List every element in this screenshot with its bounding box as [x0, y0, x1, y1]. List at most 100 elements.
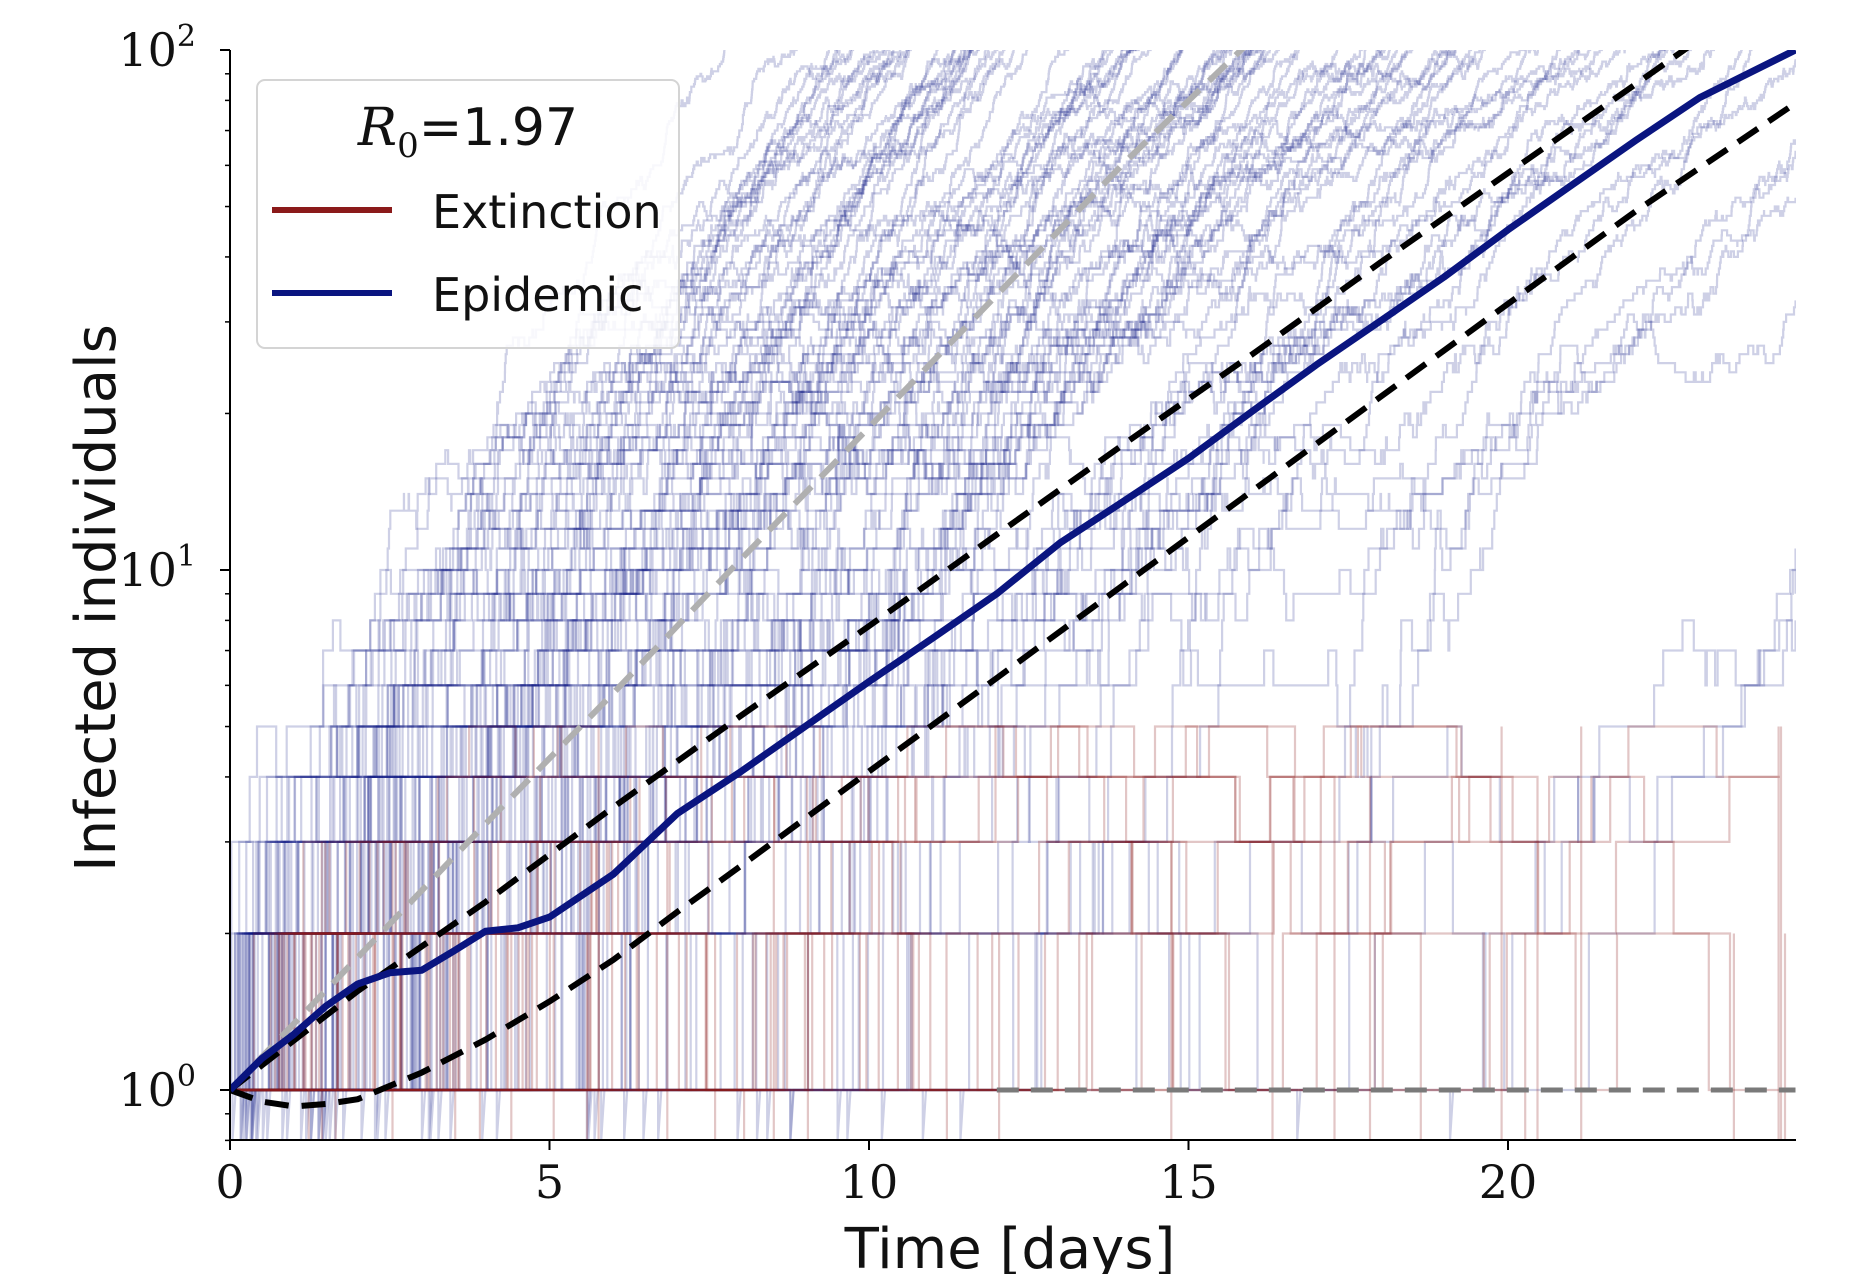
epidemic-trajectory — [230, 50, 1140, 1092]
extinction-trajectory — [230, 726, 1783, 1140]
x-tick-label: 10 — [840, 1155, 899, 1209]
x-tick-label: 5 — [535, 1155, 564, 1209]
epidemic-trajectory — [230, 568, 1796, 1140]
epidemic-trajectory — [230, 50, 1408, 1092]
epidemic-trajectory — [230, 50, 966, 1092]
legend-label-epidemic: Epidemic — [432, 268, 643, 322]
epidemic-trajectory — [230, 50, 1666, 1092]
extinction-trajectory — [230, 840, 1173, 1140]
epidemic-trajectory — [230, 50, 973, 1140]
y-tick-label: 100 — [118, 1059, 196, 1117]
epidemic-trajectory — [230, 50, 957, 1092]
epidemic-trajectory — [230, 50, 1137, 1092]
epidemic-trajectory — [230, 50, 895, 1092]
epidemic-trajectory — [230, 50, 1692, 1140]
epidemic-trajectory — [230, 50, 1363, 1140]
epidemic-trajectory — [230, 50, 1382, 1092]
x-axis-label: Time [days] — [844, 1217, 1176, 1274]
epidemic-trajectory — [230, 50, 1183, 1140]
epidemic-trajectory — [230, 50, 979, 1092]
epidemic-trajectory — [230, 50, 1266, 1092]
lower-bound-dashed-line — [230, 100, 1796, 1110]
epidemic-trajectory — [230, 50, 1070, 1140]
epidemic-trajectory — [230, 150, 1796, 1092]
extinction-trajectory — [230, 1088, 310, 1140]
extinction-trajectory — [230, 725, 1780, 1140]
epidemic-trajectory — [230, 50, 910, 1092]
epidemic-trajectory — [230, 50, 1226, 1092]
extinction-trajectory — [230, 841, 809, 1140]
extinction-trajectory — [230, 840, 481, 1140]
epidemic-trajectory — [230, 50, 1029, 1140]
epidemic-trajectory — [230, 50, 1457, 1140]
x-tick-label: 15 — [1159, 1155, 1218, 1209]
epidemic-trajectory — [230, 50, 1105, 1092]
epidemic-trajectory — [230, 50, 1386, 1140]
epidemic-trajectory — [230, 50, 956, 1092]
epidemic-trajectory — [230, 50, 1675, 1140]
epidemic-trajectory — [230, 548, 1796, 1140]
extinction-trajectory — [230, 840, 669, 1140]
epidemic-trajectory — [230, 50, 1391, 1092]
epidemic-trajectory — [230, 50, 980, 1092]
epidemic-trajectory — [230, 50, 1414, 1140]
epidemic-trajectory — [230, 50, 1136, 1140]
epidemic-trajectory — [230, 50, 909, 1092]
epidemic-trajectory — [230, 50, 1592, 1092]
epidemic-trajectory — [230, 50, 987, 1092]
epidemic-trajectory — [230, 50, 1184, 1092]
extinction-trajectory — [230, 841, 323, 1140]
extinction-trajectory — [230, 1088, 337, 1140]
epidemic-trajectory — [230, 50, 1743, 1140]
epidemic-trajectory — [230, 50, 902, 1140]
epidemic-trajectory — [230, 50, 1262, 1092]
x-axis-ticks: 0 5 10 15 20 — [215, 1140, 1537, 1209]
epidemic-trajectory — [230, 50, 1603, 1092]
x-tick-label: 20 — [1479, 1155, 1538, 1209]
epidemic-trajectory — [230, 50, 971, 1140]
summary-curves — [230, 50, 1796, 1110]
legend-title: R0=1.97 — [357, 98, 578, 166]
mean-epidemic-line — [230, 50, 1796, 1093]
legend: R0=1.97 Extinction Epidemic — [256, 79, 680, 349]
epidemic-trajectory — [230, 50, 1271, 1140]
epidemic-trajectory — [230, 300, 1796, 1092]
epidemic-trajectory — [230, 50, 1486, 1092]
epidemic-trajectory — [230, 50, 1124, 1092]
epidemic-trajectory — [230, 50, 1561, 1092]
gray-dashed-line — [230, 50, 1246, 1093]
extinction-trajectory — [230, 775, 1422, 1140]
epidemic-trajectory — [230, 50, 1539, 1140]
extinction-trajectory — [230, 726, 1503, 1140]
epidemic-trajectory — [230, 50, 1015, 1140]
extinction-trajectory — [230, 725, 1274, 1140]
extinction-trajectory — [230, 725, 1583, 1140]
upper-bound-dashed-line — [230, 50, 1690, 1093]
epidemic-trajectory — [230, 50, 1152, 1092]
epidemic-trajectory — [230, 50, 1580, 1092]
epidemic-trajectory — [230, 139, 1796, 1092]
epidemic-trajectory — [230, 50, 1280, 1140]
extinction-trajectory — [230, 725, 1787, 1140]
epidemic-trajectory — [230, 50, 1450, 1092]
epidemic-trajectory — [230, 50, 891, 1092]
x-tick-label: 0 — [215, 1155, 244, 1209]
epidemic-trajectory — [230, 50, 1132, 1092]
epidemic-trajectory — [230, 50, 885, 1140]
epidemic-trajectory — [230, 50, 1297, 1092]
epidemic-trajectory — [230, 50, 1456, 1140]
epidemic-trajectory — [230, 50, 972, 1140]
epidemic-trajectory — [230, 50, 838, 1092]
epidemic-trajectory — [230, 50, 1255, 1092]
epidemic-trajectory — [230, 50, 1526, 1092]
y-axis-label: Infected individuals — [64, 324, 129, 872]
epidemic-trajectory — [230, 50, 1253, 1092]
y-tick-label: 102 — [118, 19, 196, 77]
y-tick-label: 101 — [118, 539, 196, 597]
epidemic-trajectory — [230, 50, 1481, 1092]
epidemic-trajectory — [230, 50, 1626, 1140]
extinction-trajectory — [230, 932, 513, 1140]
epidemic-trajectory — [230, 50, 1006, 1092]
legend-label-extinction: Extinction — [432, 185, 662, 239]
